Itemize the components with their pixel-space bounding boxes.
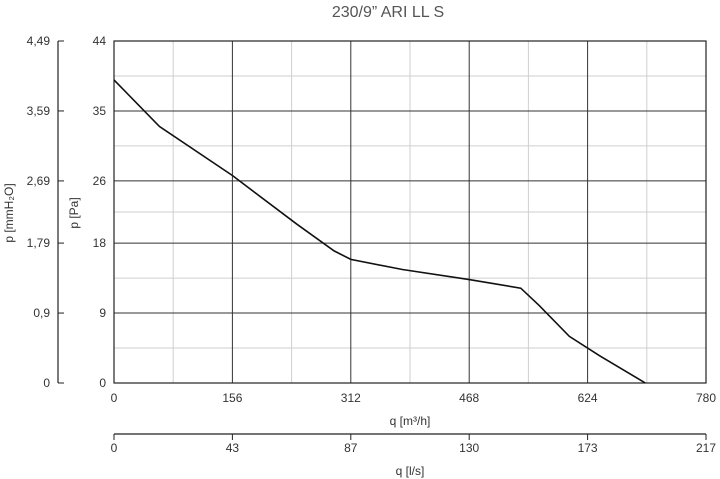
x-tick-label: 624 — [578, 391, 598, 405]
y2-tick-label: 0 — [43, 376, 50, 390]
y-tick-label: 9 — [99, 306, 106, 320]
axes — [57, 40, 707, 440]
y2-axis-label: p [mmH₂O] — [2, 183, 16, 242]
y-tick-label: 0 — [99, 376, 106, 390]
x2-axis-label: q [l/s] — [396, 464, 425, 478]
y2-tick-label: 2,69 — [27, 174, 51, 188]
x2-tick-label: 173 — [578, 441, 598, 455]
y-axis-label: p [Pa] — [67, 197, 81, 228]
x2-tick-label: 87 — [344, 441, 358, 455]
x-axis-label: q [m³/h] — [390, 414, 431, 428]
x-tick-label: 312 — [341, 391, 361, 405]
y-tick-label: 18 — [93, 236, 107, 250]
y2-tick-label: 1,79 — [27, 236, 51, 250]
x2-tick-label: 43 — [226, 441, 240, 455]
chart-title: 230/9” ARI LL S — [332, 4, 444, 21]
x2-tick-label: 130 — [459, 441, 479, 455]
series-line — [113, 79, 646, 384]
y-tick-label: 26 — [93, 174, 107, 188]
y2-tick-label: 4,49 — [27, 34, 51, 48]
x-tick-label: 156 — [222, 391, 242, 405]
x-tick-label: 0 — [111, 391, 118, 405]
y2-tick-label: 0,9 — [33, 306, 50, 320]
x-tick-label: 780 — [696, 391, 716, 405]
y-tick-label: 35 — [93, 104, 107, 118]
y-tick-label: 44 — [93, 34, 107, 48]
plot-frame — [113, 40, 707, 384]
grid — [113, 40, 707, 384]
y2-tick-label: 3,59 — [27, 104, 51, 118]
tick-labels: 0 156 312 468 624 780 0 43 87 130 173 217 0 9 18 26 35 44… — [27, 34, 717, 455]
x2-tick-label: 217 — [696, 441, 716, 455]
x-tick-label: 468 — [459, 391, 479, 405]
x2-tick-label: 0 — [111, 441, 118, 455]
